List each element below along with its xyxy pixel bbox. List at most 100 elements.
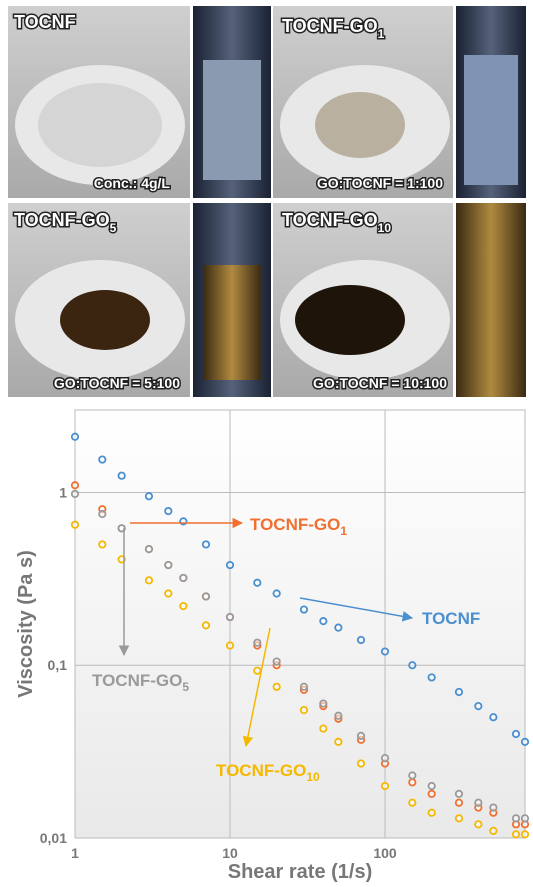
marker [319,617,328,626]
marker [225,560,235,570]
marker [454,798,464,807]
series-sub: 5 [182,680,189,694]
marker [520,737,530,746]
marker [474,701,483,711]
plot: 1 10 1000,010,11TOCNFTOCNF-GO1TOCNF-GO5TOC… [40,409,530,861]
series-label: TOCNF-GO10 [216,761,320,784]
marker [408,778,417,787]
series-name: TOCNF-GO [92,671,182,690]
marker [380,754,390,763]
marker [408,771,417,780]
marker [117,471,126,480]
photo-caption: Conc.: 4g/L [94,175,171,191]
marker [334,737,343,746]
marker [299,705,309,715]
marker [427,808,436,817]
marker [380,781,390,791]
photo-label: TOCNF-GO1 [282,16,385,41]
marker [356,635,366,645]
annotation-arrow [242,627,271,748]
marker [454,789,464,798]
marker [511,830,521,839]
marker [334,711,343,720]
marker [511,729,521,739]
marker [253,578,262,587]
marker [489,713,498,722]
label-text: TOCNF-GO [14,210,110,230]
marker [520,830,530,839]
photo-caption: GO:TOCNF = 10:100 [313,375,447,391]
marker [319,699,328,708]
marker [225,612,235,622]
plot-border [74,409,526,839]
label-text: TOCNF [14,12,76,32]
plot-area [75,410,525,838]
series-name: TOCNF-GO [216,761,306,780]
marker [427,781,436,791]
label-sub: 1 [378,27,385,41]
marker [179,601,188,611]
y-tick-label: 1 [59,484,67,500]
photo-label: TOCNF-GO10 [282,210,391,235]
marker [253,666,262,675]
marker [299,682,309,691]
marker [319,724,328,733]
label-sub: 10 [378,221,392,235]
marker [272,589,281,598]
marker [427,789,436,798]
marker [272,682,281,691]
marker [272,657,281,666]
series-name: TOCNF-GO [250,515,340,534]
marker [299,605,309,614]
y-tick-label: 0,1 [48,657,68,673]
marker [489,803,498,812]
marker [70,432,80,441]
annotation-arrow [299,597,414,622]
marker [511,814,521,823]
series-label: TOCNF [422,609,480,628]
marker [98,509,107,519]
marker [179,573,188,583]
photo-panel: TOCNF Conc.: 4g/L TOCNF-GO1 GO:TOCNF = 1… [8,6,526,397]
photo-label: TOCNF [14,12,76,32]
marker [408,661,417,670]
y-tick-label: 0,01 [40,830,67,846]
marker [489,826,498,835]
marker [70,489,80,499]
marker [201,621,211,630]
marker [454,814,464,823]
marker [70,520,80,529]
marker [144,576,154,585]
marker [253,638,262,647]
photo-caption: GO:TOCNF = 1:100 [317,175,443,191]
marker [474,820,483,829]
x-axis-label: Shear rate (1/s) [228,861,373,883]
series-sub: 10 [306,770,320,784]
photo-caption: GO:TOCNF = 5:100 [54,375,180,391]
series-sub: 1 [340,524,347,538]
x-tick-label: 1 [71,845,79,861]
marker [454,687,464,697]
marker [144,492,154,501]
x-tick-label: 10 [222,845,238,861]
marker [427,673,436,682]
series-label: TOCNF-GO5 [92,671,189,694]
marker [380,647,390,656]
label-text: TOCNF-GO [282,210,378,230]
series-name: TOCNF [422,609,480,628]
marker [520,814,530,823]
marker [225,641,235,650]
marker [201,540,211,549]
marker [144,544,154,554]
photo-label: TOCNF-GO5 [14,210,117,235]
series-label: TOCNF-GO1 [250,515,347,538]
label-sub: 5 [110,221,117,235]
marker [356,759,366,768]
marker [356,731,366,740]
marker [164,560,173,570]
marker [474,798,483,807]
marker [98,455,107,464]
label-text: TOCNF-GO [282,16,378,36]
marker [408,798,417,807]
